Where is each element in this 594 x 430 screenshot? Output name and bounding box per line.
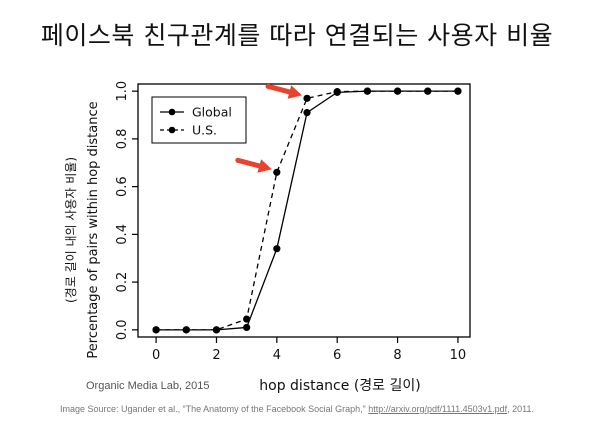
x-tick-label: 2 [212,348,220,363]
y-tick-label: 1.0 [115,81,130,102]
slide-title: 페이스북 친구관계를 따라 연결되는 사용자 비율 [40,21,554,50]
data-point-us [363,87,371,95]
red-arrow-head [257,159,272,173]
x-axis-label: hop distance (경로 길이) [259,378,420,394]
plot-box [137,83,471,338]
y-axis-label-korean: (경로 길이 내의 사용자 비율) [64,157,78,303]
legend-swatch-point [168,126,176,134]
x-tick-label: 8 [393,348,401,363]
chart-legend: Global U.S. [151,96,247,144]
chart-annotations [235,83,303,173]
y-tick-label: 0.8 [115,129,130,150]
series-line-us [156,90,458,331]
source-prefix: Image Source: Ugander et al., “The Anato… [60,404,369,414]
data-point-global [303,109,311,117]
source-link[interactable]: http://arxiv.org/pdf/1111.4503v1.pdf [368,404,508,414]
data-point-us [243,315,251,323]
legend-box [151,96,247,144]
data-point-us [454,87,462,95]
data-point-us [333,88,341,96]
chart-frame: 0 2 4 6 8 10 0.0 0.2 0.4 0.6 0.8 1.0 [115,81,471,363]
red-arrow-icon [235,157,272,173]
x-tick-label: 6 [333,348,341,363]
x-tick-label: 10 [450,348,467,363]
y-tick-label: 0.6 [115,176,130,197]
y-tick-label: 0.0 [115,319,130,340]
data-point-us [393,87,402,95]
data-point-global [273,245,281,253]
data-point-us [152,326,160,334]
image-source: Image Source: Ugander et al., “The Anato… [0,404,594,414]
credit-text: Organic Media Lab, 2015 [86,380,210,392]
legend-swatch-point [168,108,176,116]
data-point-us [303,94,311,102]
red-arrow-head [287,85,303,99]
data-point-us [273,168,281,176]
data-point-global [243,323,251,332]
source-suffix: , 2011. [507,404,534,414]
data-point-us [182,326,190,334]
y-tick-label: 0.4 [115,224,130,245]
legend-label: U.S. [192,123,217,138]
x-tick-label: 4 [273,348,281,363]
red-arrow-icon [265,83,303,99]
data-point-us [212,326,221,334]
legend-label: Global [192,105,232,120]
y-tick-label: 0.2 [115,272,130,293]
y-axis-label: Percentage of pairs within hop distance [86,101,101,358]
chart-series [152,87,462,334]
x-tick-label: 0 [152,348,160,363]
data-point-us [424,87,432,95]
